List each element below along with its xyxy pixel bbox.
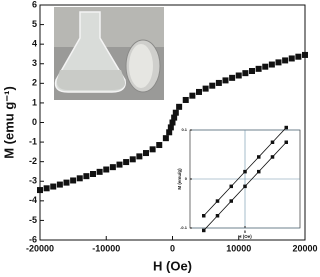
data-point xyxy=(249,67,255,74)
y-tick-label: 4 xyxy=(32,39,37,49)
y-tick-label: 5 xyxy=(32,19,37,29)
x-tick-label: 10000 xyxy=(226,243,251,253)
x-axis-label: H (Oe) xyxy=(238,234,252,239)
main-plot: -20000 -10000 0 10000 20000 -6 -5 -4 -3 -2 -1 0 1 2 3 4… xyxy=(1,0,317,273)
data-point xyxy=(169,119,176,126)
inset-plot: 0 -0.1 0 0.1 H (Oe) M (emu/g) xyxy=(177,125,301,239)
data-point xyxy=(136,153,143,160)
data-point xyxy=(50,183,57,190)
data-point xyxy=(229,184,233,189)
data-point xyxy=(295,53,302,60)
y-tick-label: -0.1 xyxy=(180,225,188,230)
y-tick-label: 3 xyxy=(32,58,37,68)
data-point xyxy=(172,109,179,116)
data-point xyxy=(166,129,173,136)
data-point xyxy=(215,214,220,218)
data-point xyxy=(116,161,123,168)
data-point xyxy=(129,156,136,163)
data-point xyxy=(209,82,216,89)
data-point xyxy=(43,185,50,192)
data-point xyxy=(143,150,149,157)
data-point xyxy=(83,173,90,180)
data-point xyxy=(235,72,242,79)
y-tick-label: -2 xyxy=(29,156,37,166)
data-point xyxy=(288,55,295,62)
data-point xyxy=(70,177,77,184)
data-point xyxy=(90,171,96,178)
y-tick-label: 6 xyxy=(32,0,37,9)
data-point xyxy=(182,96,189,103)
data-point xyxy=(63,179,70,186)
data-point xyxy=(222,77,229,84)
data-point xyxy=(76,175,83,182)
data-point xyxy=(243,184,247,189)
data-point xyxy=(123,159,130,166)
y-tick-label: -6 xyxy=(29,234,37,244)
data-point xyxy=(284,125,288,130)
data-point xyxy=(270,155,275,159)
x-tick-label: 0 xyxy=(170,243,175,253)
data-point xyxy=(37,187,43,194)
data-point xyxy=(257,155,261,159)
data-point xyxy=(162,135,169,142)
data-point xyxy=(189,92,196,99)
data-point xyxy=(302,51,308,58)
data-point xyxy=(56,181,63,188)
y-tick-label: 1 xyxy=(32,97,37,107)
data-point xyxy=(270,140,275,144)
data-point xyxy=(262,63,269,70)
y-axis-label: M (emu/g) xyxy=(177,168,182,190)
y-tick-label: 0 xyxy=(32,117,37,127)
data-point xyxy=(229,74,236,81)
data-point xyxy=(275,59,282,66)
data-point xyxy=(167,124,174,131)
data-point xyxy=(109,164,116,171)
x-axis-label: H (Oe) xyxy=(153,258,192,273)
x-tick-label: -20000 xyxy=(26,243,54,253)
y-tick-label: 0.1 xyxy=(181,127,187,132)
data-point xyxy=(96,168,103,175)
data-point xyxy=(257,169,261,174)
data-point xyxy=(215,199,220,203)
data-point xyxy=(196,88,202,95)
y-tick-label: -5 xyxy=(29,215,37,225)
y-tick-label: -3 xyxy=(29,176,37,186)
data-point xyxy=(202,214,206,218)
x-tick-label: -10000 xyxy=(92,243,120,253)
data-point xyxy=(202,85,209,92)
data-point xyxy=(156,142,163,149)
x-tick-label: 20000 xyxy=(292,243,317,253)
data-point xyxy=(176,103,183,110)
data-point xyxy=(215,79,222,86)
inset-photo xyxy=(54,7,164,100)
y-tick-label: -1 xyxy=(29,136,37,146)
data-point xyxy=(284,140,288,144)
y-tick-label: -4 xyxy=(29,195,37,205)
data-point xyxy=(243,169,247,174)
data-point xyxy=(171,114,178,121)
data-point xyxy=(242,70,249,77)
data-point xyxy=(229,199,233,203)
data-point xyxy=(149,146,156,153)
data-point xyxy=(255,65,262,72)
data-point xyxy=(282,57,289,64)
data-point xyxy=(268,61,275,68)
x-tick-label: 0 xyxy=(244,229,247,234)
y-tick-label: 2 xyxy=(32,78,37,88)
y-axis-label: M (emu g⁻¹) xyxy=(1,86,16,159)
y-tick-label: 0 xyxy=(185,176,188,181)
data-point xyxy=(202,228,206,233)
data-point xyxy=(103,166,110,173)
